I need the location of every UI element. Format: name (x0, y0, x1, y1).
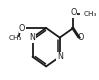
Text: N: N (30, 33, 35, 42)
Text: O: O (70, 8, 77, 17)
Text: CH₃: CH₃ (83, 11, 97, 17)
Text: CH₃: CH₃ (9, 35, 22, 41)
Text: O: O (19, 24, 25, 32)
Text: O: O (78, 33, 84, 42)
Text: N: N (57, 52, 63, 61)
